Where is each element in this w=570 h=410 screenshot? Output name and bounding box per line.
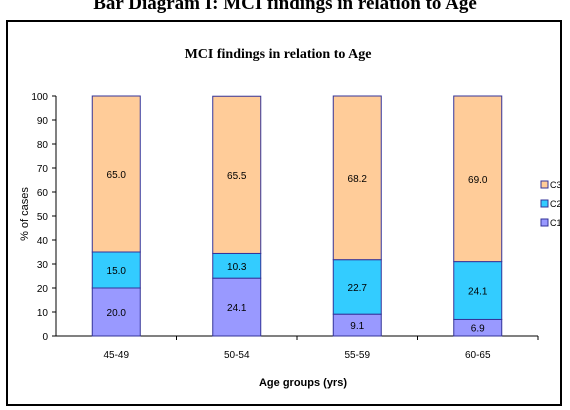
plot-area: 0 10 20 30 40 50 60 70 80 90 100 45-49 20.0 15.0 65.0 5… [31,92,539,361]
data-label-c2: 10.3 [227,262,247,273]
legend: C3 C2 C1 [540,180,560,228]
y-tick-label: 40 [37,236,49,247]
y-tick-label: 20 [37,284,49,295]
y-tick-label: 90 [37,116,49,127]
y-tick-label: 70 [37,164,49,175]
x-tick-label: 60-65 [465,350,491,361]
data-label-c1: 9.1 [350,321,364,332]
legend-label-c1: C1 [550,218,560,228]
bar-segment-c2 [91,251,141,289]
bar-segment-c2 [453,261,503,320]
data-label-c2: 15.0 [107,266,127,277]
bar-segment-c3 [212,95,262,254]
x-tick-label: 45-49 [103,350,129,361]
y-tick-label: 0 [42,332,48,343]
legend-swatch-c1 [540,218,549,227]
bar-segment-c3 [453,95,503,263]
legend-swatch-c3 [540,180,549,189]
y-tick-label: 30 [37,260,49,271]
data-label-c2: 24.1 [468,287,488,298]
x-tick-label: 55-59 [344,350,370,361]
y-axis-label: % of cases [19,187,31,241]
bar-segment-c3 [91,95,141,253]
data-label-c1: 6.9 [471,324,485,335]
legend-label-c2: C2 [550,199,560,209]
data-label-c2: 22.7 [348,283,368,294]
bar-segment-c2 [332,259,382,315]
data-label-c3: 65.5 [227,171,247,182]
chart-title: MCI findings in relation to Age [185,47,372,62]
data-label-c3: 69.0 [468,175,488,186]
legend-label-c3: C3 [550,180,560,190]
bar-segment-c2 [212,252,262,279]
legend-swatch-c2 [540,199,549,208]
y-tick-label: 60 [37,188,49,199]
bar-segment-c1 [212,277,262,337]
data-label-c1: 24.1 [227,303,247,314]
chart-frame: MCI findings in relation to Age % of cas… [6,20,562,406]
figure-caption: Bar Diagram I: MCI findings in relation … [93,0,477,14]
stacked-bar-chart: MCI findings in relation to Age % of cas… [19,47,560,389]
data-label-c1: 20.0 [107,308,127,319]
data-label-c3: 68.2 [348,174,368,185]
x-axis-label: Age groups (yrs) [259,377,347,389]
y-tick-label: 50 [37,212,49,223]
bar-segment-c3 [332,95,382,261]
y-tick-label: 10 [37,308,49,319]
y-tick-label: 100 [31,92,48,103]
data-label-c3: 65.0 [107,170,127,181]
y-tick-label: 80 [37,140,49,151]
x-tick-label: 50-54 [224,350,250,361]
bar-segment-c1 [91,287,141,337]
